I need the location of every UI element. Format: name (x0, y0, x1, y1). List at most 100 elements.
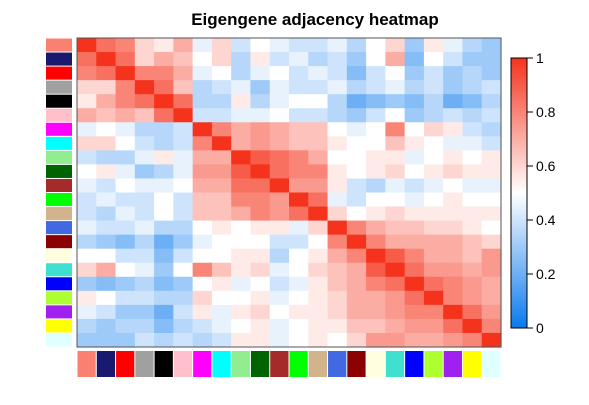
heatmap-cell-darkred-black (154, 234, 174, 250)
heatmap-cell-tan-green (289, 206, 309, 222)
heatmap-cell-yellow-midnightblue (96, 318, 117, 334)
heatmap-cell-cyan-pink (173, 136, 194, 151)
heatmap-cell-purple-midnightblue (96, 304, 117, 320)
heatmap-cell-darkgrey-salmon (77, 80, 97, 95)
heatmap-cell-darkgrey-darkred (346, 80, 367, 95)
heatmap-cell-darkred-turquoise (385, 234, 406, 250)
heatmap-cell-green-lightcyan (481, 192, 502, 208)
heatmap-cell-black-tan (308, 94, 329, 109)
heatmap-cell-tan-royalblue (327, 206, 348, 222)
column-module-swatch-cyan (212, 351, 231, 377)
heatmap-cell-greenyellow-turquoise (385, 290, 406, 306)
heatmap-cell-purple-cyan (211, 304, 232, 320)
heatmap-cell-red-black (154, 66, 174, 81)
heatmap-cell-lightcyan-salmon (77, 332, 97, 348)
heatmap-cell-blue-lightgreen (231, 276, 252, 292)
heatmap-cell-magenta-darkgreen (250, 122, 271, 137)
heatmap-cell-purple-lightgreen (231, 304, 252, 320)
heatmap-cell-magenta-red (115, 122, 136, 137)
heatmap-cell-lightgreen-greenyellow (423, 150, 444, 166)
heatmap-cell-darkred-yellow (462, 234, 483, 250)
heatmap-cell-turquoise-green (289, 262, 309, 278)
heatmap-cell-turquoise-purple (443, 262, 464, 278)
heatmap-cell-brown-red (115, 178, 136, 194)
row-module-swatch-pink (46, 108, 72, 122)
heatmap-cell-purple-brown (269, 304, 290, 320)
heatmap-cell-green-purple (443, 192, 464, 208)
heatmap-cell-pink-tan (308, 108, 329, 123)
heatmap-cell-blue-yellow (462, 276, 483, 292)
heatmap-cell-darkgrey-royalblue (327, 80, 348, 95)
heatmap-cell-lightgreen-tan (308, 150, 329, 166)
heatmap-cell-midnightblue-cyan (211, 52, 232, 67)
heatmap-cell-yellow-darkgreen (250, 318, 271, 334)
heatmap-cell-red-lightcyan (481, 66, 502, 81)
heatmap-cell-tan-tan (308, 206, 329, 222)
heatmap-cell-magenta-midnightblue (96, 122, 117, 137)
row-module-swatch-midnightblue (46, 52, 72, 66)
heatmap-cell-yellow-greenyellow (423, 318, 444, 334)
heatmap-cell-green-royalblue (327, 192, 348, 208)
heatmap-cell-tan-purple (443, 206, 464, 222)
heatmap-cell-black-blue (404, 94, 425, 109)
colorbar-tick-label: 0 (536, 320, 544, 336)
heatmap-cell-turquoise-turquoise (385, 262, 406, 278)
heatmap-cell-green-darkgreen (250, 192, 271, 208)
heatmap-cell-brown-lightcyan (481, 178, 502, 194)
row-module-swatch-salmon (46, 38, 72, 52)
heatmap-cell-brown-lightyellow (366, 178, 386, 194)
heatmap-cell-midnightblue-darkgreen (250, 52, 271, 67)
heatmap-cell-purple-royalblue (327, 304, 348, 320)
heatmap-cell-royalblue-lightgreen (231, 220, 252, 236)
row-module-swatch-tan (46, 207, 72, 221)
heatmap-cell-black-black (154, 94, 174, 109)
heatmap-cell-royalblue-yellow (462, 220, 483, 236)
heatmap-cell-lightgreen-purple (443, 150, 464, 166)
heatmap-cell-lightcyan-greenyellow (423, 332, 444, 348)
colorbar-tick-label: 0.2 (536, 266, 556, 282)
heatmap-cell-lightgreen-lightcyan (481, 150, 502, 166)
heatmap-cell-midnightblue-lightcyan (481, 52, 502, 67)
heatmap-cell-green-brown (269, 192, 290, 208)
heatmap-cell-greenyellow-black (154, 290, 174, 306)
heatmap-cell-magenta-greenyellow (423, 122, 444, 137)
heatmap-cell-red-red (115, 66, 136, 81)
heatmap-cell-lightcyan-green (289, 332, 309, 348)
heatmap-cell-lightcyan-blue (404, 332, 425, 348)
heatmap-cell-tan-blue (404, 206, 425, 222)
heatmap-cell-purple-tan (308, 304, 329, 320)
row-module-swatch-yellow (46, 319, 72, 333)
heatmap-cell-brown-magenta (192, 178, 213, 194)
heatmap-cell-salmon-red (115, 38, 136, 53)
heatmap-cell-yellow-lightyellow (366, 318, 386, 334)
heatmap-cell-lightcyan-magenta (192, 332, 213, 348)
heatmap-cell-salmon-brown (269, 38, 290, 53)
heatmap-cell-midnightblue-lightgreen (231, 52, 252, 67)
heatmap-cell-royalblue-red (115, 220, 136, 236)
heatmap-cell-darkred-pink (173, 234, 194, 250)
heatmap-cell-lightcyan-midnightblue (96, 332, 117, 348)
heatmap-cell-brown-pink (173, 178, 194, 194)
heatmap-cell-brown-cyan (211, 178, 232, 194)
heatmap-cell-pink-pink (173, 108, 194, 123)
heatmap-cell-green-lightgreen (231, 192, 252, 208)
heatmap-cell-salmon-tan (308, 38, 329, 53)
column-module-swatch-lightgreen (231, 351, 250, 377)
heatmap-cell-turquoise-darkgrey (134, 262, 155, 278)
heatmap-cell-magenta-brown (269, 122, 290, 137)
column-module-swatch-royalblue (328, 351, 347, 377)
heatmap-cell-purple-green (289, 304, 309, 320)
heatmap-cell-lightgreen-pink (173, 150, 194, 166)
colorbar-tick-label: 0.8 (536, 104, 556, 120)
heatmap-cell-tan-midnightblue (96, 206, 117, 222)
row-module-swatch-lightyellow (46, 249, 72, 263)
heatmap-cell-darkgrey-midnightblue (96, 80, 117, 95)
heatmap-cell-darkgreen-darkgreen (250, 164, 271, 180)
column-module-swatch-darkgreen (250, 351, 270, 377)
heatmap-cell-royalblue-purple (443, 220, 464, 236)
heatmap-cell-darkgreen-red (115, 164, 136, 180)
heatmap-cell-green-midnightblue (96, 192, 117, 208)
heatmap-cell-green-red (115, 192, 136, 208)
heatmap-cell-midnightblue-lightyellow (366, 52, 386, 67)
heatmap-cell-lightgreen-red (115, 150, 136, 166)
